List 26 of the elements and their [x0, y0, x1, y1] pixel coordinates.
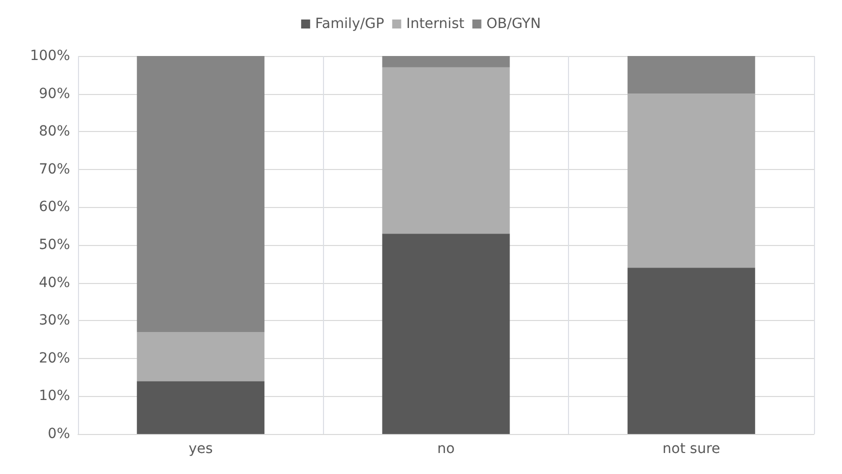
bar	[382, 234, 510, 434]
legend-label: Family/GP	[315, 16, 384, 32]
bar	[136, 332, 264, 382]
x-tick-label: yes	[188, 441, 213, 457]
bar	[136, 381, 264, 434]
bar	[628, 268, 756, 434]
bar	[628, 56, 756, 94]
legend-label: Internist	[406, 16, 465, 32]
y-tick-label: 50%	[38, 237, 70, 253]
bar	[628, 94, 756, 268]
y-tick-label: 70%	[38, 161, 70, 178]
bar	[382, 67, 510, 234]
y-tick-label: 40%	[38, 274, 70, 291]
bar	[382, 56, 510, 68]
legend-label: OB/GYN	[486, 16, 541, 32]
y-tick-label: 20%	[38, 350, 70, 366]
x-tick-label: not sure	[662, 441, 720, 457]
y-tick-label: 30%	[38, 312, 70, 329]
y-tick-label: 90%	[38, 86, 70, 102]
bar	[136, 56, 264, 332]
x-tick-label: no	[437, 441, 455, 457]
y-tick-label: 0%	[48, 426, 70, 442]
y-tick-label: 60%	[38, 199, 70, 216]
y-tick-label: 100%	[30, 48, 70, 64]
y-tick-label: 80%	[38, 124, 70, 140]
y-tick-label: 10%	[38, 388, 70, 404]
